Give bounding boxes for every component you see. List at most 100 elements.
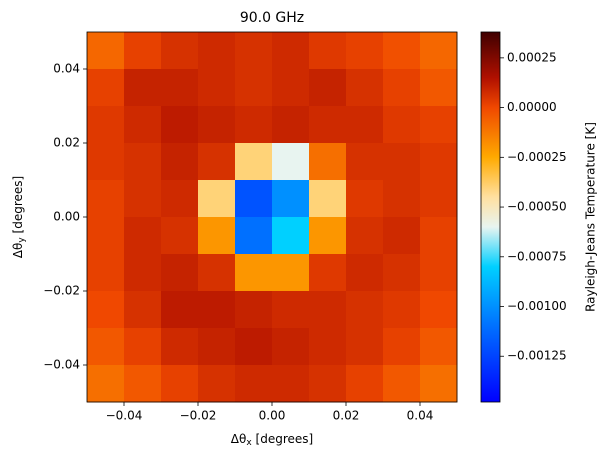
x-tick-label: −0.02 xyxy=(180,409,217,423)
heatmap-cell xyxy=(87,106,125,144)
heatmap-cell xyxy=(309,180,347,218)
heatmap-cell xyxy=(198,180,236,218)
heatmap-cell xyxy=(272,143,310,181)
heatmap-cell xyxy=(383,180,421,218)
heatmap-cell xyxy=(346,32,384,70)
y-tick-label: 0.02 xyxy=(53,136,80,150)
heatmap-cell xyxy=(346,291,384,329)
heatmap-cell xyxy=(309,365,347,403)
heatmap xyxy=(87,32,458,403)
heatmap-cell xyxy=(87,180,125,218)
colorbar-tick-label: −0.00100 xyxy=(507,299,567,313)
heatmap-cell xyxy=(420,180,458,218)
x-axis-label: Δθx [degrees] xyxy=(231,432,313,448)
heatmap-cell xyxy=(87,69,125,107)
heatmap-cell xyxy=(235,254,273,292)
heatmap-cell xyxy=(235,180,273,218)
x-tick-label: 0.00 xyxy=(259,409,286,423)
heatmap-cell xyxy=(420,217,458,255)
heatmap-cell xyxy=(309,69,347,107)
heatmap-cell xyxy=(346,69,384,107)
heatmap-cell xyxy=(346,180,384,218)
colorbar-tick-label: 0.00000 xyxy=(507,100,557,114)
heatmap-cell xyxy=(198,32,236,70)
y-tick-label: 0.04 xyxy=(53,62,80,76)
heatmap-cell xyxy=(124,180,162,218)
heatmap-cell xyxy=(124,328,162,366)
heatmap-cell xyxy=(420,32,458,70)
heatmap-cell xyxy=(420,106,458,144)
heatmap-cell xyxy=(235,69,273,107)
heatmap-cell xyxy=(87,365,125,403)
heatmap-cell xyxy=(309,32,347,70)
heatmap-cell xyxy=(198,328,236,366)
heatmap-cell xyxy=(383,291,421,329)
x-tick-label: 0.02 xyxy=(333,409,360,423)
heatmap-cell xyxy=(272,254,310,292)
heatmap-cell xyxy=(346,106,384,144)
heatmap-cell xyxy=(124,291,162,329)
heatmap-cell xyxy=(198,291,236,329)
heatmap-cell xyxy=(161,328,199,366)
heatmap-cell xyxy=(161,69,199,107)
heatmap-cell xyxy=(309,291,347,329)
heatmap-cell xyxy=(383,32,421,70)
heatmap-cell xyxy=(309,106,347,144)
heatmap-cell xyxy=(124,217,162,255)
chart-title: 90.0 GHz xyxy=(240,10,304,26)
heatmap-cell xyxy=(161,143,199,181)
heatmap-cell xyxy=(124,69,162,107)
y-tick-label: −0.04 xyxy=(43,358,80,372)
heatmap-cell xyxy=(420,254,458,292)
heatmap-cell xyxy=(198,143,236,181)
heatmap-cell xyxy=(420,328,458,366)
colorbar xyxy=(480,31,501,403)
y-tick-label: 0.00 xyxy=(53,210,80,224)
heatmap-cell xyxy=(161,254,199,292)
heatmap-cell xyxy=(346,328,384,366)
heatmap-cell xyxy=(383,365,421,403)
heatmap-cell xyxy=(161,291,199,329)
heatmap-cell xyxy=(235,365,273,403)
heatmap-cell xyxy=(87,291,125,329)
heatmap-cell xyxy=(272,365,310,403)
heatmap-cell xyxy=(198,69,236,107)
heatmap-cell xyxy=(272,69,310,107)
heatmap-cell xyxy=(272,217,310,255)
heatmap-cell xyxy=(420,365,458,403)
colorbar-label: Rayleigh-Jeans Temperature [K] xyxy=(584,122,598,312)
heatmap-cell xyxy=(198,254,236,292)
heatmap-cell xyxy=(383,106,421,144)
heatmap-cell xyxy=(161,217,199,255)
heatmap-cell xyxy=(235,217,273,255)
heatmap-cell xyxy=(124,365,162,403)
x-tick-label: 0.04 xyxy=(407,409,434,423)
heatmap-cell xyxy=(161,365,199,403)
heatmap-cell xyxy=(346,365,384,403)
colorbar-tick-label: −0.00075 xyxy=(507,249,567,263)
heatmap-cell xyxy=(87,32,125,70)
y-axis-label: Δθy [degrees] xyxy=(11,176,27,258)
heatmap-cell xyxy=(420,143,458,181)
heatmap-cell xyxy=(235,291,273,329)
heatmap-cell xyxy=(87,143,125,181)
heatmap-cell xyxy=(198,217,236,255)
heatmap-cell xyxy=(235,32,273,70)
heatmap-cell xyxy=(309,328,347,366)
heatmap-cell xyxy=(235,106,273,144)
y-tick-label: −0.02 xyxy=(43,284,80,298)
heatmap-cell xyxy=(161,180,199,218)
heatmap-cell xyxy=(383,254,421,292)
heatmap-cell xyxy=(161,32,199,70)
heatmap-cell xyxy=(309,254,347,292)
heatmap-cell xyxy=(124,32,162,70)
colorbar-tick-label: −0.00025 xyxy=(507,150,567,164)
heatmap-cell xyxy=(346,143,384,181)
heatmap-cell xyxy=(346,217,384,255)
heatmap-cell xyxy=(124,254,162,292)
colorbar-tick-label: −0.00050 xyxy=(507,200,567,214)
heatmap-cell xyxy=(309,217,347,255)
colorbar-tick-label: −0.00125 xyxy=(507,349,567,363)
x-tick-label: −0.04 xyxy=(106,409,143,423)
heatmap-cell xyxy=(272,32,310,70)
